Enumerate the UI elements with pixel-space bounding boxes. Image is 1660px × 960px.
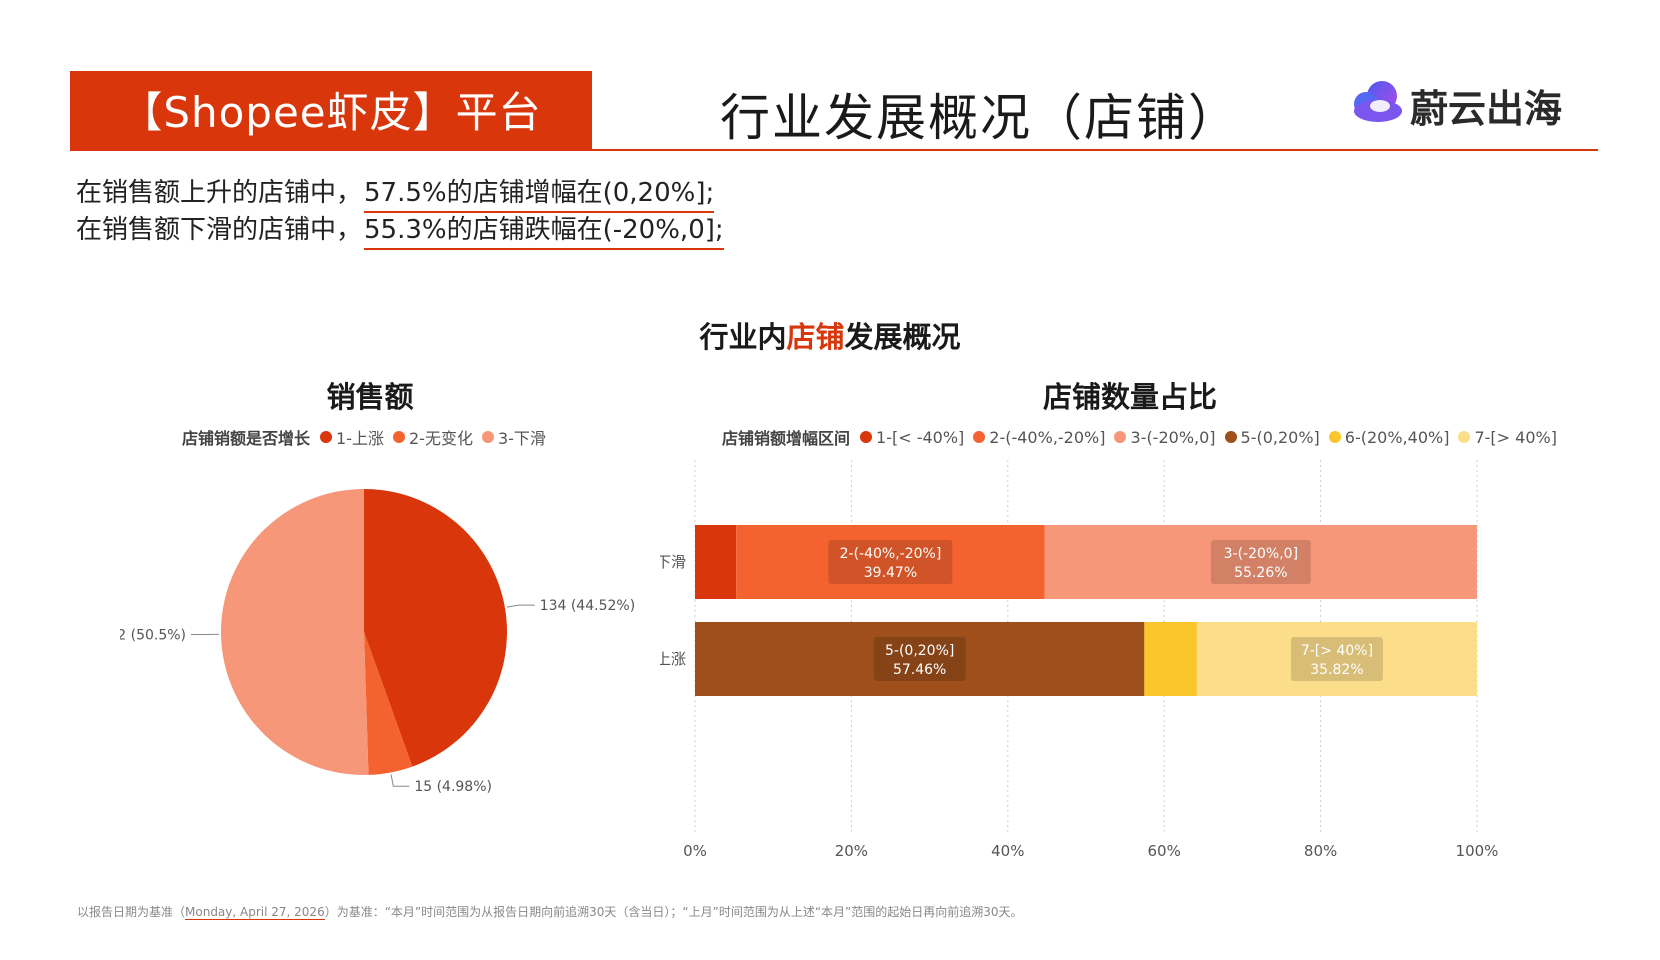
legend-item[interactable]: 2-(-40%,-20%] <box>973 428 1105 447</box>
legend-swatch <box>1224 431 1237 443</box>
pie-data-label: 15 (4.98%) <box>414 779 492 795</box>
pie-chart-title: 销售额 <box>326 380 414 414</box>
legend-label: 2-无变化 <box>408 429 473 448</box>
bar-data-label-name: 3-(-20%,0] <box>1224 546 1298 562</box>
pie-legend: 店铺销额是否增长 1-上涨 2-无变化 3-下滑 <box>182 425 555 449</box>
footnote-after: ）为基准：“本月”时间范围为从报告日期向前追溯30天（含当日）；“上月”时间范围… <box>324 905 1023 919</box>
legend-swatch <box>1458 431 1471 443</box>
stacked-bar-chart: 0% 20% 40% 60% 80% 100% 3-下滑 1-上涨 2-(-40%,-20%] 3… <box>660 460 1499 860</box>
pie-slice[interactable] <box>364 632 413 775</box>
bar-segment[interactable] <box>695 525 737 599</box>
x-tick-label: 20% <box>835 842 868 860</box>
header-divider <box>70 149 1598 151</box>
x-tick-label: 40% <box>991 842 1024 860</box>
legend-item[interactable]: 3-(-20%,0] <box>1114 427 1216 447</box>
page-title: 行业发展概况（店铺） <box>720 89 1240 147</box>
legend-label: 6-(20%,40%] <box>1344 427 1450 447</box>
summary-line-falling: 在销售额下滑的店铺中，55.3%的店铺跌幅在(-20%,0]; <box>76 209 724 250</box>
legend-label: 3-(-20%,0] <box>1130 427 1216 447</box>
summary-prefix: 在销售额下滑的店铺中， <box>76 215 363 245</box>
brand-name: 蔚云出海 <box>1410 87 1563 131</box>
platform-banner <box>70 71 592 151</box>
summary-line-rising: 在销售额上升的店铺中，57.5%的店铺增幅在(0,20%]; <box>76 172 715 213</box>
summary-highlight: 55.3%的店铺跌幅在(-20%,0]; <box>364 215 724 250</box>
bar-data-label-bg <box>828 540 953 584</box>
legend-swatch <box>973 431 986 443</box>
bar-data-label-bg <box>1290 637 1383 681</box>
x-tick-label: 0% <box>683 842 707 860</box>
legend-swatch <box>392 431 405 443</box>
pie-data-label: 152 (50.5%) <box>120 627 186 643</box>
legend-item[interactable]: 1-上涨 <box>320 425 384 449</box>
bar-segment[interactable] <box>736 525 1045 599</box>
pie-leader-line <box>390 774 410 787</box>
footnote-before: 以报告日期为基准（ <box>77 905 186 919</box>
legend-swatch <box>320 431 333 443</box>
bar-data-label-bg <box>873 637 966 681</box>
y-category-label: 1-上涨 <box>660 650 686 668</box>
cloud-logo-icon <box>1354 81 1402 122</box>
bar-segment[interactable] <box>1196 622 1477 696</box>
legend-label: 2-(-40%,-20%] <box>989 427 1106 447</box>
legend-label: 1-[< -40%] <box>876 427 965 447</box>
legend-item[interactable]: 7-[> 40%] <box>1458 428 1557 447</box>
legend-item[interactable]: 2-无变化 <box>392 425 473 449</box>
x-tick-label: 100% <box>1456 842 1499 860</box>
legend-label: 5-(0,20%] <box>1240 427 1320 447</box>
legend-item[interactable]: 6-(20%,40%] <box>1328 427 1450 447</box>
pie-slice[interactable] <box>220 489 369 775</box>
summary-prefix: 在销售额上升的店铺中， <box>76 178 363 208</box>
report-date: Monday, April 27, 2026 <box>185 905 325 920</box>
pie-chart: 134 (44.52%) 15 (4.98%) 152 (50.5%) <box>120 489 635 795</box>
bar-data-label-value: 57.46% <box>893 662 946 678</box>
legend-item[interactable]: 3-下滑 <box>481 425 546 449</box>
section-title-after: 发展概况 <box>844 320 961 354</box>
bar-chart-title: 店铺数量占比 <box>1042 380 1217 414</box>
legend-label: 3-下滑 <box>497 429 546 448</box>
pie-slice[interactable] <box>364 489 508 767</box>
bar-legend-title: 店铺销额增幅区间 <box>722 429 851 448</box>
bar-legend: 店铺销额增幅区间 1-[< -40%] 2-(-40%,-20%] 3-(-20%,… <box>722 425 1566 449</box>
bar-data-label-name: 7-[> 40%] <box>1301 643 1373 659</box>
bar-data-label-value: 35.82% <box>1310 662 1363 678</box>
platform-label: 【Shopee虾皮】平台 <box>120 88 542 137</box>
x-tick-label: 80% <box>1304 842 1337 860</box>
legend-item[interactable]: 5-(0,20%] <box>1224 427 1320 447</box>
bar-data-label-bg <box>1210 540 1311 584</box>
legend-swatch <box>1114 431 1127 443</box>
section-title-before: 行业内 <box>699 320 787 354</box>
bar-segment[interactable] <box>695 622 1145 696</box>
bar-data-label-name: 2-(-40%,-20%] <box>840 546 942 562</box>
summary-highlight: 57.5%的店铺增幅在(0,20%]; <box>364 178 715 213</box>
legend-swatch <box>481 431 494 443</box>
pie-data-label: 134 (44.52%) <box>540 598 635 614</box>
bar-data-label-value: 39.47% <box>864 565 917 581</box>
bar-data-label-name: 5-(0,20%] <box>885 643 954 659</box>
legend-item[interactable]: 1-[< -40%] <box>860 428 964 447</box>
section-title-accent: 店铺 <box>786 320 845 354</box>
legend-label: 1-上涨 <box>336 429 384 448</box>
bar-segment[interactable] <box>1144 622 1197 696</box>
legend-swatch <box>1328 431 1341 443</box>
y-category-label: 3-下滑 <box>660 553 686 571</box>
legend-swatch <box>860 431 873 443</box>
footnote: 以报告日期为基准（Monday, April 27, 2026）为基准：“本月”… <box>77 903 1023 920</box>
pie-legend-title: 店铺销额是否增长 <box>182 429 311 448</box>
legend-label: 7-[> 40%] <box>1474 427 1557 447</box>
pie-leader-line <box>506 604 535 608</box>
bar-segment[interactable] <box>1044 525 1477 599</box>
x-tick-label: 60% <box>1148 842 1181 860</box>
bar-data-label-value: 55.26% <box>1234 565 1287 581</box>
section-title: 行业内店铺发展概况 <box>0 314 1660 356</box>
